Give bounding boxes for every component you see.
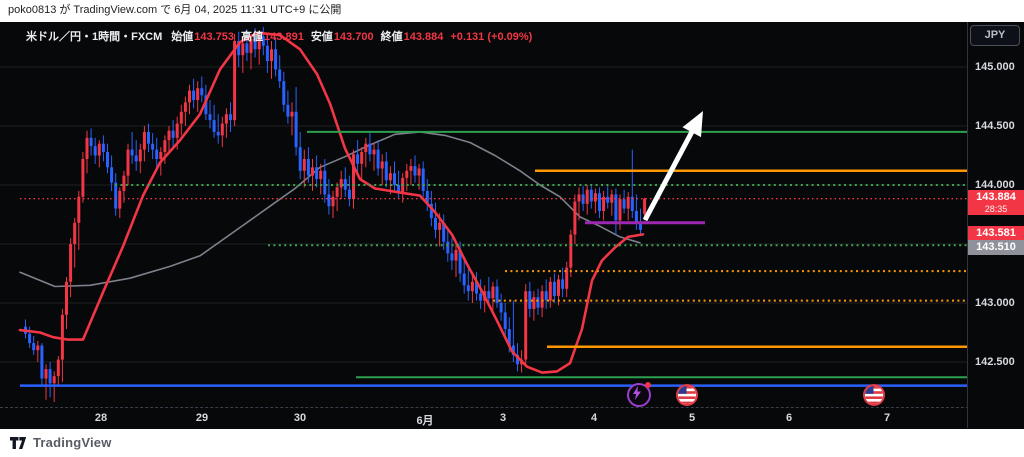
date-label: 6月 xyxy=(416,415,434,427)
us-flag-event-icon[interactable] xyxy=(863,384,885,406)
open-label: 始値 xyxy=(171,31,194,43)
date-label: 3 xyxy=(499,412,507,424)
close-label: 終値 xyxy=(380,31,403,43)
open-value: 143.753 xyxy=(194,31,235,43)
price-label: 145.000 xyxy=(975,61,1015,73)
publish-info-text[interactable]: poko0813 が TradingView.com で 6月 04, 2025… xyxy=(8,4,342,16)
date-label: 6 xyxy=(785,412,793,424)
ma-slow-price-badge: 143.510 xyxy=(968,239,1024,255)
tradingview-logo-icon[interactable] xyxy=(10,436,27,450)
economic-event-lightning-icon[interactable] xyxy=(627,382,651,407)
high-value: 143.891 xyxy=(264,31,304,43)
bar-countdown: 28:35 xyxy=(984,203,1008,214)
price-label: 143.000 xyxy=(975,297,1015,309)
high-label: 高値 xyxy=(241,31,264,43)
currency-button[interactable]: JPY xyxy=(970,25,1020,46)
symbol-title[interactable]: 米ドル／円・1時間・FXCM xyxy=(26,31,163,43)
change-value: +0.131 (+0.09%) xyxy=(450,31,533,43)
chart-area: 米ドル／円・1時間・FXCM 始値143.753 高値143.891 安値143.70… xyxy=(0,22,1024,429)
event-alert-dot xyxy=(645,382,651,388)
breakout-arrow xyxy=(642,111,703,222)
us-flag-event-icon[interactable] xyxy=(676,384,698,406)
time-axis[interactable]: 28 29 30 6月 3 4 5 6 7 xyxy=(0,407,1024,429)
ma-fast-price-badge: 143.581 xyxy=(968,225,1024,241)
publish-info-bar: poko0813 が TradingView.com で 6月 04, 2025… xyxy=(0,0,1024,22)
price-axis[interactable]: JPY 145.000 144.500 144.000 143.000 142.… xyxy=(967,22,1024,428)
price-label: 144.500 xyxy=(975,120,1015,132)
date-label: 29 xyxy=(195,412,209,424)
date-label: 4 xyxy=(590,412,598,424)
price-label: 144.000 xyxy=(975,179,1015,191)
date-label: 30 xyxy=(293,412,307,424)
last-price-badge: 143.884 28:35 xyxy=(968,189,1024,215)
footer-bar: TradingView xyxy=(0,428,1024,457)
low-label: 安値 xyxy=(310,31,333,43)
date-label: 5 xyxy=(688,412,696,424)
low-value: 143.700 xyxy=(333,31,374,43)
close-value: 143.884 xyxy=(403,31,444,43)
price-label: 142.500 xyxy=(975,356,1015,368)
date-label: 7 xyxy=(883,412,891,424)
chart-legend: 米ドル／円・1時間・FXCM 始値143.753 高値143.891 安値143.70… xyxy=(26,28,532,44)
tradingview-brand-text[interactable]: TradingView xyxy=(33,435,112,450)
date-label: 28 xyxy=(94,412,108,424)
